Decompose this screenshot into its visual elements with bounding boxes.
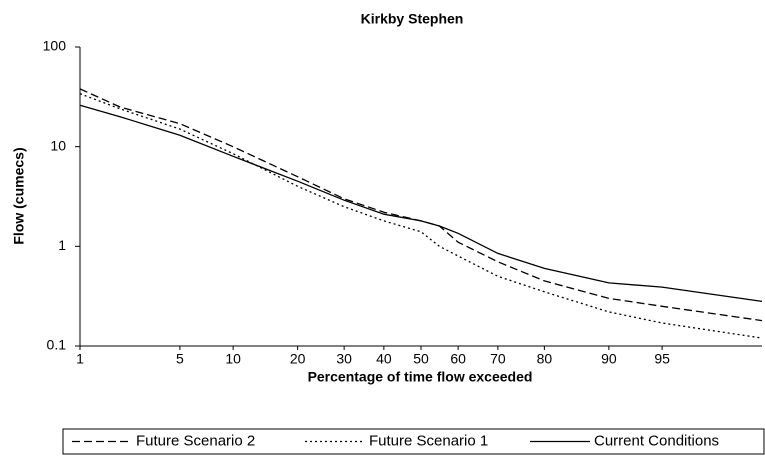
- y-tick-label: 0.1: [47, 337, 67, 353]
- legend-label: Future Scenario 1: [369, 432, 488, 449]
- legend-label: Future Scenario 2: [136, 432, 255, 449]
- legend-label: Current Conditions: [594, 432, 719, 449]
- y-tick-label: 1: [58, 237, 66, 253]
- y-tick-label: 10: [50, 137, 66, 153]
- x-tick-label: 20: [290, 351, 306, 367]
- x-tick-label: 1: [76, 351, 84, 367]
- x-tick-label: 80: [537, 351, 553, 367]
- legend-box: [62, 428, 765, 455]
- x-tick-label: 50: [413, 351, 429, 367]
- chart-title: Kirkby Stephen: [361, 11, 464, 27]
- series-line: [79, 88, 763, 322]
- x-tick-label: 60: [450, 351, 466, 367]
- x-tick-label: 40: [376, 351, 392, 367]
- y-axis-label: Flow (cumecs): [11, 147, 27, 244]
- x-tick-label: 10: [225, 351, 241, 367]
- x-tick-label: 30: [336, 351, 352, 367]
- series-line: [79, 93, 763, 339]
- x-tick-label: 70: [490, 351, 506, 367]
- y-tick-label: 100: [43, 38, 67, 54]
- x-tick-label: 95: [654, 351, 670, 367]
- x-axis-label: Percentage of time flow exceeded: [308, 369, 533, 385]
- x-tick-label: 5: [176, 351, 184, 367]
- series-line: [79, 104, 763, 303]
- x-tick-label: 90: [601, 351, 617, 367]
